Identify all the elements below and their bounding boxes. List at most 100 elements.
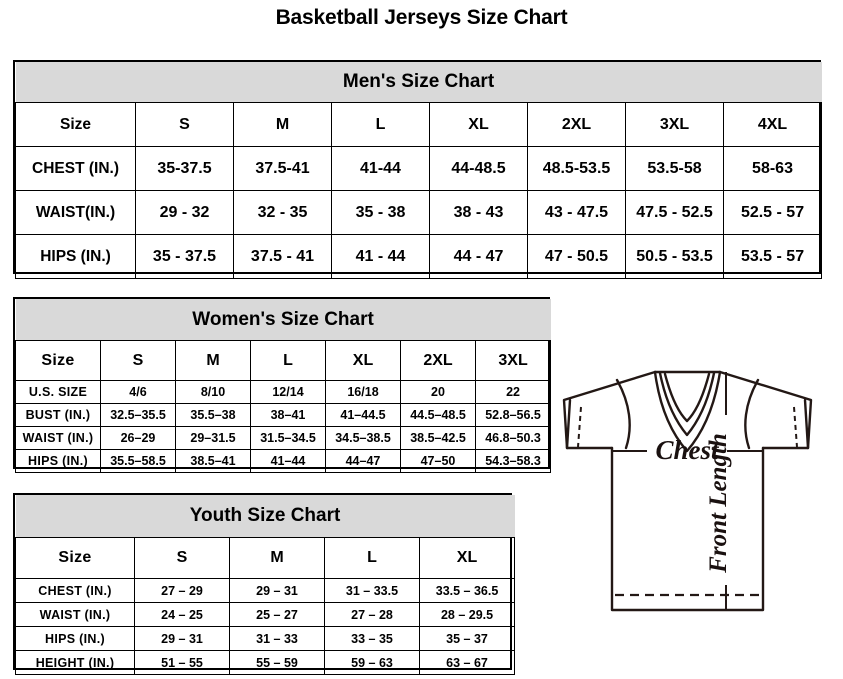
womens-row-label-us-size: U.S. SIZE <box>15 380 101 404</box>
chest-measure-label: Chest <box>655 435 720 465</box>
jersey-measurement-diagram: Chest Front Length <box>527 355 843 655</box>
womens-ussize-l: 12/14 <box>250 380 326 404</box>
mens-chest-m: 37.5-41 <box>233 146 332 191</box>
mens-chart-header-row: Size S M L XL 2XL 3XL 4XL <box>15 102 823 147</box>
mens-hips-s: 35 - 37.5 <box>135 234 234 279</box>
mens-waist-4xl: 52.5 - 57 <box>722 190 823 235</box>
youth-chest-m: 29 – 31 <box>229 578 325 603</box>
mens-row-label-chest: CHEST (IN.) <box>15 146 136 191</box>
table-row: HIPS (IN.) 35 - 37.5 37.5 - 41 41 - 44 4… <box>15 234 823 279</box>
mens-hips-l: 41 - 44 <box>331 234 430 279</box>
mens-header-s: S <box>135 102 234 147</box>
mens-header-m: M <box>233 102 332 147</box>
womens-hips-3xl: 54.3–58.3 <box>474 449 552 473</box>
womens-ussize-3xl: 22 <box>474 380 552 404</box>
youth-waist-m: 25 – 27 <box>229 602 325 627</box>
mens-hips-m: 37.5 - 41 <box>233 234 332 279</box>
mens-chest-4xl: 58-63 <box>722 146 823 191</box>
womens-header-2xl: 2XL <box>400 340 476 381</box>
youth-header-s: S <box>134 537 230 579</box>
table-row: WAIST(IN.) 29 - 32 32 - 35 35 - 38 38 - … <box>15 190 823 235</box>
womens-header-s: S <box>100 340 176 381</box>
mens-hips-4xl: 53.5 - 57 <box>722 234 823 279</box>
womens-hips-s: 35.5–58.5 <box>100 449 176 473</box>
mens-header-2xl: 2XL <box>527 102 626 147</box>
womens-waist-xl: 34.5–38.5 <box>325 426 401 450</box>
womens-bust-m: 35.5–38 <box>175 403 251 427</box>
mens-waist-xl: 38 - 43 <box>429 190 528 235</box>
youth-height-s: 51 – 55 <box>134 650 230 675</box>
table-row: HEIGHT (IN.) 51 – 55 55 – 59 59 – 63 63 … <box>15 650 516 675</box>
table-row: CHEST (IN.) 35-37.5 37.5-41 41-44 44-48.… <box>15 146 823 191</box>
womens-hips-l: 41–44 <box>250 449 326 473</box>
youth-row-label-waist: WAIST (IN.) <box>15 602 135 627</box>
womens-row-label-bust: BUST (IN.) <box>15 403 101 427</box>
womens-bust-s: 32.5–35.5 <box>100 403 176 427</box>
table-row: HIPS (IN.) 29 – 31 31 – 33 33 – 35 35 – … <box>15 626 516 651</box>
mens-header-xl: XL <box>429 102 528 147</box>
womens-chart-band-title: Women's Size Chart <box>15 299 551 341</box>
womens-header-l: L <box>250 340 326 381</box>
mens-header-size: Size <box>15 102 136 147</box>
womens-ussize-m: 8/10 <box>175 380 251 404</box>
mens-waist-l: 35 - 38 <box>331 190 430 235</box>
youth-chest-s: 27 – 29 <box>134 578 230 603</box>
mens-chest-2xl: 48.5-53.5 <box>527 146 626 191</box>
youth-chart-band-title: Youth Size Chart <box>15 495 515 538</box>
mens-chest-xl: 44-48.5 <box>429 146 528 191</box>
mens-chest-3xl: 53.5-58 <box>625 146 724 191</box>
youth-size-chart-table: Youth Size Chart Size S M L XL CHEST (IN… <box>13 493 516 675</box>
womens-ussize-2xl: 20 <box>400 380 476 404</box>
youth-waist-xl: 28 – 29.5 <box>418 602 516 627</box>
womens-header-xl: XL <box>325 340 401 381</box>
womens-waist-l: 31.5–34.5 <box>250 426 326 450</box>
youth-waist-s: 24 – 25 <box>134 602 230 627</box>
youth-hips-s: 29 – 31 <box>134 626 230 651</box>
table-row: CHEST (IN.) 27 – 29 29 – 31 31 – 33.5 33… <box>15 578 516 603</box>
mens-waist-3xl: 47.5 - 52.5 <box>625 190 724 235</box>
mens-header-3xl: 3XL <box>625 102 724 147</box>
womens-waist-s: 26–29 <box>100 426 176 450</box>
mens-chart-band-title: Men's Size Chart <box>15 62 822 103</box>
youth-chest-l: 31 – 33.5 <box>324 578 420 603</box>
mens-hips-xl: 44 - 47 <box>429 234 528 279</box>
table-row: HIPS (IN.) 35.5–58.5 38.5–41 41–44 44–47… <box>15 449 552 473</box>
table-row: WAIST (IN.) 24 – 25 25 – 27 27 – 28 28 –… <box>15 602 516 627</box>
womens-header-size: Size <box>15 340 101 381</box>
womens-header-3xl: 3XL <box>474 340 552 381</box>
mens-row-label-hips: HIPS (IN.) <box>15 234 136 279</box>
womens-hips-2xl: 47–50 <box>400 449 476 473</box>
youth-hips-m: 31 – 33 <box>229 626 325 651</box>
page-title: Basketball Jerseys Size Chart <box>275 6 568 29</box>
mens-hips-2xl: 47 - 50.5 <box>527 234 626 279</box>
youth-height-m: 55 – 59 <box>229 650 325 675</box>
womens-waist-3xl: 46.8–50.3 <box>474 426 552 450</box>
youth-row-label-chest: CHEST (IN.) <box>15 578 135 603</box>
youth-height-xl: 63 – 67 <box>418 650 516 675</box>
youth-height-l: 59 – 63 <box>324 650 420 675</box>
youth-hips-l: 33 – 35 <box>324 626 420 651</box>
mens-hips-3xl: 50.5 - 53.5 <box>625 234 724 279</box>
womens-ussize-s: 4/6 <box>100 380 176 404</box>
womens-bust-2xl: 44.5–48.5 <box>400 403 476 427</box>
womens-row-label-hips: HIPS (IN.) <box>15 449 101 473</box>
table-row: BUST (IN.) 32.5–35.5 35.5–38 38–41 41–44… <box>15 403 552 427</box>
table-row: U.S. SIZE 4/6 8/10 12/14 16/18 20 22 <box>15 380 552 404</box>
mens-header-l: L <box>331 102 430 147</box>
youth-row-label-height: HEIGHT (IN.) <box>15 650 135 675</box>
front-length-measure-label: Front Length <box>705 433 732 574</box>
womens-hips-xl: 44–47 <box>325 449 401 473</box>
womens-bust-xl: 41–44.5 <box>325 403 401 427</box>
youth-row-label-hips: HIPS (IN.) <box>15 626 135 651</box>
jersey-outline-icon <box>562 370 813 612</box>
womens-row-label-waist: WAIST (IN.) <box>15 426 101 450</box>
mens-waist-s: 29 - 32 <box>135 190 234 235</box>
youth-header-l: L <box>324 537 420 579</box>
mens-chest-s: 35-37.5 <box>135 146 234 191</box>
youth-hips-xl: 35 – 37 <box>418 626 516 651</box>
mens-chest-l: 41-44 <box>331 146 430 191</box>
mens-row-label-waist: WAIST(IN.) <box>15 190 136 235</box>
womens-bust-l: 38–41 <box>250 403 326 427</box>
table-row: WAIST (IN.) 26–29 29–31.5 31.5–34.5 34.5… <box>15 426 552 450</box>
mens-size-chart-table: Men's Size Chart Size S M L XL 2XL 3XL 4… <box>13 60 823 279</box>
